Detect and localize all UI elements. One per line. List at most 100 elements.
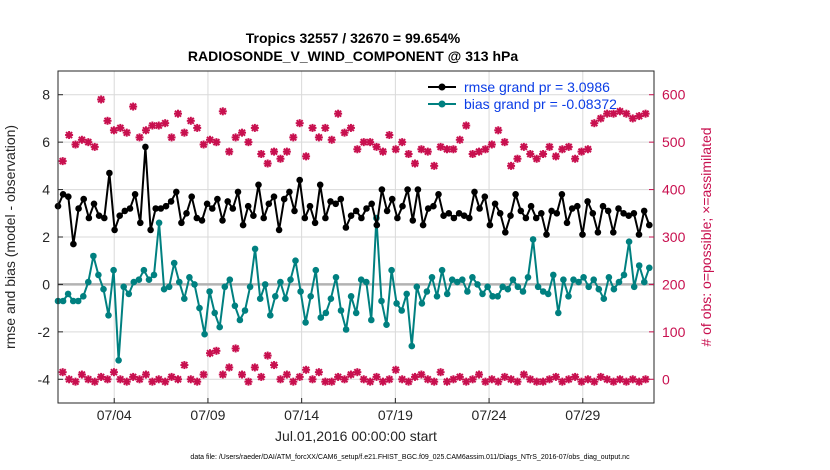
bias-point: [125, 290, 133, 298]
obs-stroke: [449, 145, 458, 153]
obs-marker-high: [135, 133, 144, 142]
bias-point: [448, 276, 456, 284]
obs-stroke: [500, 373, 509, 381]
obs-stroke: [116, 375, 125, 383]
rmse-point: [558, 191, 566, 198]
x-tick-label: 07/14: [284, 407, 319, 423]
bias-point: [544, 290, 552, 298]
obs-marker-high: [302, 152, 311, 161]
bias-point: [363, 278, 370, 286]
bias-point: [494, 293, 502, 300]
obs-stroke: [545, 143, 554, 151]
obs-stroke: [219, 370, 227, 379]
bias-point: [433, 293, 441, 300]
obs-stroke: [449, 375, 458, 383]
bias-point: [393, 300, 400, 307]
obs-marker-high: [436, 142, 445, 151]
obs-marker-high: [359, 138, 368, 147]
rmse-point: [512, 191, 519, 198]
obs-stroke: [532, 155, 541, 163]
bias-point: [261, 281, 269, 288]
obs-marker-high: [449, 145, 458, 154]
bias-point: [110, 266, 117, 274]
obs-stroke: [308, 124, 317, 132]
bias-point: [635, 262, 643, 269]
bias-point: [342, 326, 350, 333]
bias-point: [403, 290, 411, 298]
obs-marker-high: [334, 109, 343, 118]
bias-point: [165, 283, 173, 291]
obs-marker-low: [507, 375, 516, 384]
bias-point: [474, 281, 481, 288]
obs-stroke: [231, 133, 240, 142]
obs-stroke: [507, 375, 515, 383]
obs-stroke: [564, 375, 573, 383]
bias-point: [620, 271, 628, 279]
obs-marker-low: [622, 377, 631, 386]
obs-stroke: [302, 366, 310, 374]
obs-marker-high: [199, 140, 208, 149]
obs-stroke: [58, 368, 67, 376]
obs-marker-low: [206, 349, 215, 358]
obs-marker-low: [519, 370, 528, 379]
bias-point: [539, 288, 547, 295]
obs-stroke: [353, 145, 362, 153]
legend-bias-marker: [438, 100, 446, 108]
obs-marker-low: [475, 370, 484, 379]
obs-stroke: [520, 143, 528, 151]
obs-marker-low: [359, 375, 368, 384]
bias-point: [236, 316, 244, 324]
obs-stroke: [97, 95, 105, 104]
obs-stroke: [206, 136, 214, 144]
obs-stroke: [597, 373, 605, 381]
obs-marker-high: [423, 147, 432, 156]
bias-point: [100, 285, 107, 293]
obs-stroke: [539, 150, 547, 158]
bias-point: [267, 312, 274, 319]
bias-point: [327, 295, 335, 303]
obs-stroke: [430, 162, 438, 170]
rmse-point: [101, 214, 108, 222]
rmse-point: [522, 214, 530, 222]
obs-stroke: [411, 159, 419, 168]
obs-marker-low: [231, 344, 240, 353]
bias-point: [605, 274, 613, 281]
rmse-point: [435, 191, 442, 198]
obs-stroke: [443, 145, 451, 153]
obs-marker-low: [90, 377, 99, 386]
bias-point: [590, 276, 597, 284]
obs-marker-low: [353, 368, 362, 377]
obs-marker-low: [263, 351, 272, 360]
obs-stroke: [404, 377, 413, 386]
obs-marker-low: [366, 377, 375, 386]
y-right-tick-label: 400: [662, 182, 686, 198]
bias-point: [408, 342, 416, 350]
bias-point: [85, 278, 92, 286]
rmse-point: [75, 205, 82, 212]
bias-point: [529, 236, 537, 243]
series-layer: [54, 143, 653, 364]
obs-stroke: [78, 136, 86, 144]
obs-stroke: [629, 114, 637, 123]
rmse-point: [630, 210, 638, 217]
bias-point: [504, 285, 512, 293]
obs-marker-low: [641, 375, 650, 384]
obs-marker-high: [366, 138, 375, 147]
obs-marker-high: [295, 119, 304, 128]
obs-stroke: [155, 121, 163, 130]
obs-stroke: [340, 375, 349, 383]
bias-point: [534, 283, 542, 291]
obs-stroke: [372, 143, 381, 151]
obs-marker-low: [257, 372, 266, 381]
obs-stroke: [577, 377, 586, 386]
legend: rmse grand pr = 3.0986 bias grand pr = -…: [428, 79, 617, 112]
rmse-point: [440, 212, 447, 219]
obs-marker-low: [173, 375, 182, 384]
rmse-point: [106, 169, 113, 177]
obs-marker-low: [391, 365, 400, 374]
rmse-point: [563, 219, 571, 227]
rmse-point: [255, 181, 262, 189]
bias-point: [641, 278, 648, 286]
rmse-point: [311, 219, 319, 227]
